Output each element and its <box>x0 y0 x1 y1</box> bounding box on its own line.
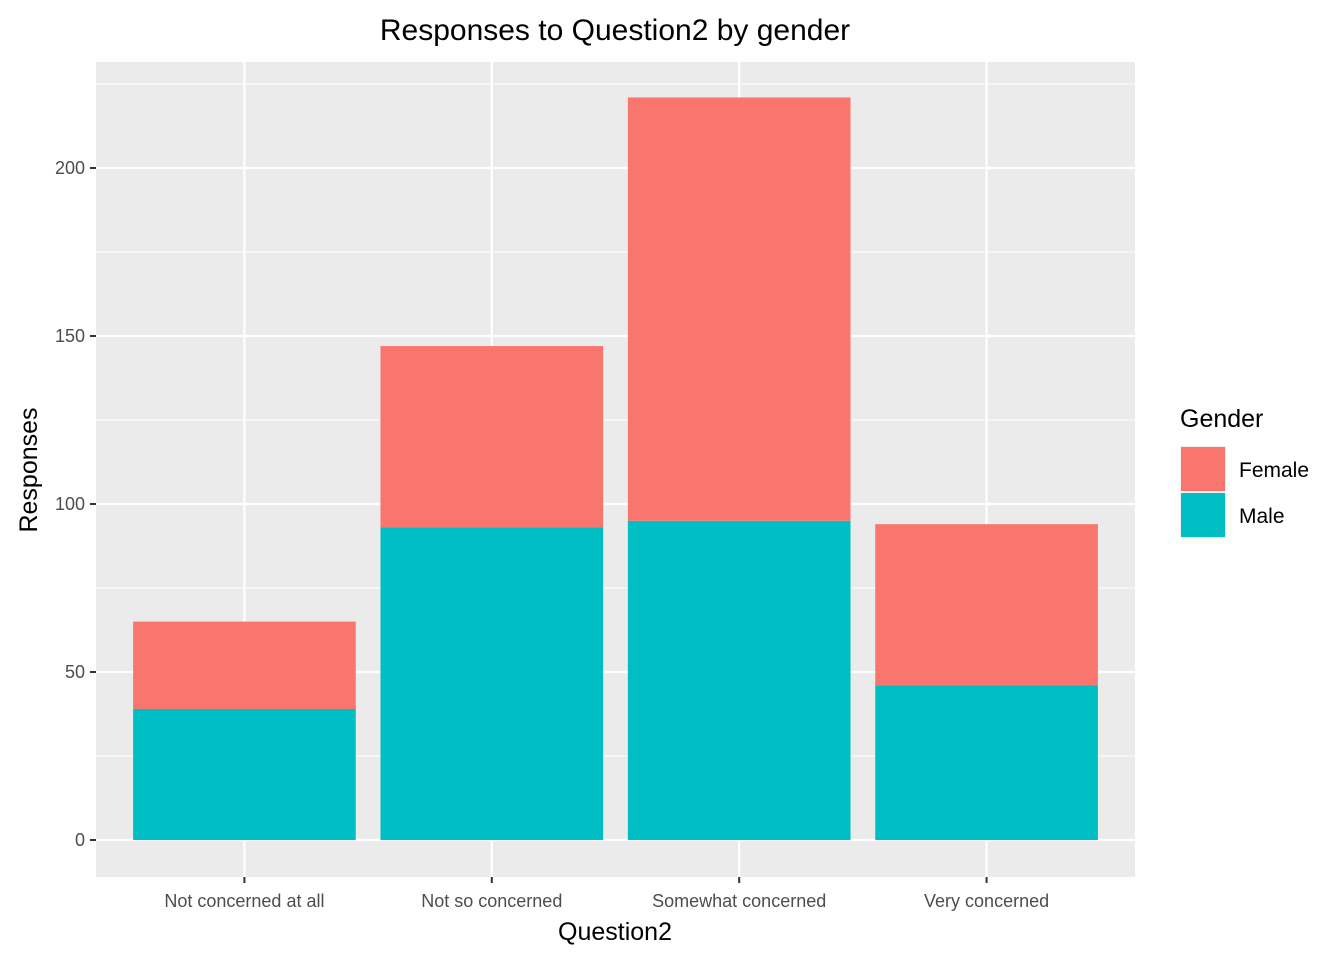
bar-female <box>875 524 1098 686</box>
x-tick-label: Not concerned at all <box>164 891 324 911</box>
legend: Gender Female Male <box>1180 405 1309 538</box>
legend-label: Female <box>1239 459 1309 482</box>
x-tick-label: Not so concerned <box>421 891 562 911</box>
y-tick-label: 50 <box>65 662 85 682</box>
bar-male <box>627 520 851 840</box>
y-tick-label: 0 <box>75 830 85 850</box>
chart-title: Responses to Question2 by gender <box>380 14 850 47</box>
x-axis: Not concerned at all Not so concerned Some… <box>164 877 1049 911</box>
legend-swatch-male <box>1181 493 1225 537</box>
legend-swatch-female <box>1181 447 1225 491</box>
bar-male <box>380 527 604 840</box>
y-tick-label: 100 <box>55 494 85 514</box>
y-axis: 0 50 100 150 200 <box>55 158 96 850</box>
bar-female <box>380 346 604 528</box>
x-tick-label: Very concerned <box>924 891 1049 911</box>
y-axis-title: Responses <box>15 407 43 532</box>
y-tick-label: 150 <box>55 326 85 346</box>
bar-male <box>875 685 1098 840</box>
x-axis-title: Question2 <box>558 918 672 946</box>
bar-male <box>133 708 356 840</box>
legend-title: Gender <box>1180 405 1263 433</box>
bar-female <box>133 621 356 709</box>
legend-label: Male <box>1239 505 1285 528</box>
bars <box>133 97 1098 840</box>
x-tick-label: Somewhat concerned <box>652 891 826 911</box>
legend-items: Female Male <box>1180 446 1309 538</box>
y-tick-label: 200 <box>55 158 85 178</box>
bar-female <box>627 97 851 521</box>
